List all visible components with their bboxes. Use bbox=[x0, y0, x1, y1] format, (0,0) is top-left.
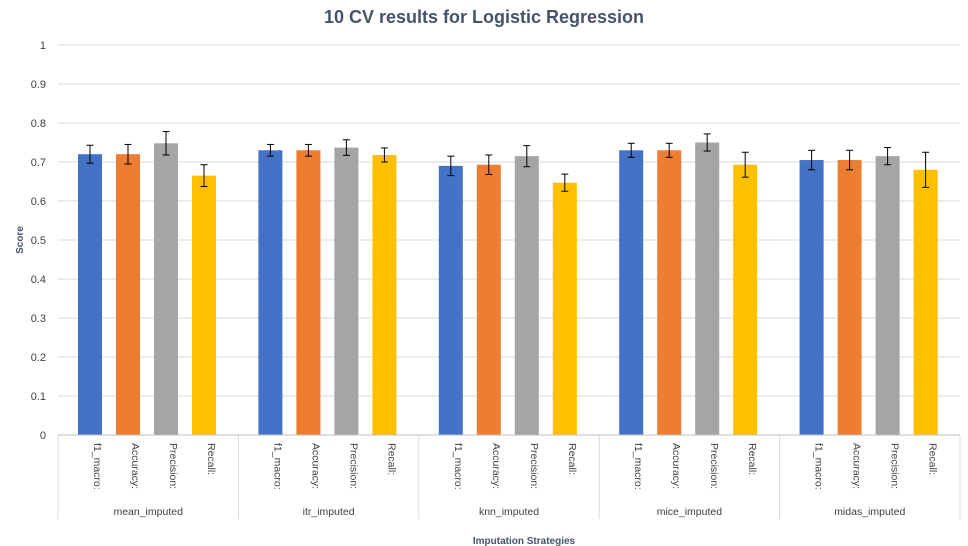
bar bbox=[192, 175, 216, 435]
y-axis-title: Score bbox=[15, 226, 26, 254]
category-label: f1_macro: bbox=[813, 443, 825, 490]
y-tick-label: 0 bbox=[40, 430, 46, 442]
bar bbox=[78, 154, 102, 435]
category-label: Accuracy: bbox=[490, 443, 502, 489]
bar bbox=[296, 150, 321, 436]
bar bbox=[875, 156, 900, 435]
group-label: mice_imputed bbox=[657, 506, 723, 518]
category-label: Precision: bbox=[167, 443, 179, 489]
chart-title: 10 CV results for Logistic Regression bbox=[324, 7, 644, 27]
y-tick-label: 0.8 bbox=[31, 118, 46, 130]
group-label: midas_imputed bbox=[834, 506, 905, 518]
category-label: f1_macro: bbox=[632, 443, 644, 490]
bar bbox=[657, 150, 682, 436]
category-label: f1_macro: bbox=[452, 443, 464, 490]
y-tick-label: 0.6 bbox=[31, 196, 46, 208]
y-tick-label: 0.7 bbox=[31, 157, 46, 169]
bar bbox=[913, 169, 938, 436]
bar bbox=[476, 164, 501, 436]
bar bbox=[619, 150, 644, 436]
y-tick-label: 0.3 bbox=[31, 313, 46, 325]
bar bbox=[334, 147, 359, 435]
bar bbox=[258, 150, 283, 436]
y-tick-label: 0.1 bbox=[31, 391, 46, 403]
category-label: Accuracy: bbox=[670, 443, 682, 489]
group-label: mean_imputed bbox=[113, 506, 183, 518]
bar bbox=[733, 164, 758, 436]
group-label: knn_imputed bbox=[479, 506, 539, 518]
category-label: f1_macro: bbox=[91, 443, 103, 490]
y-tick-label: 1 bbox=[40, 40, 46, 52]
y-tick-label: 0.9 bbox=[31, 79, 46, 91]
bar bbox=[695, 142, 720, 435]
category-label: Recall: bbox=[385, 443, 397, 475]
bar bbox=[372, 154, 397, 436]
bar bbox=[514, 156, 539, 435]
bar bbox=[552, 182, 577, 435]
category-label: Accuracy: bbox=[851, 443, 863, 489]
category-label: Precision: bbox=[528, 443, 540, 489]
category-label: Recall: bbox=[927, 443, 939, 475]
category-label: Recall: bbox=[566, 443, 578, 475]
bar bbox=[154, 143, 178, 435]
bar bbox=[438, 165, 463, 435]
plot-area: 0 0.1 0.2 0.3 0.4 0.5 0.6 0.7 0.8 0.9 1 f1_macro: Ac… bbox=[31, 40, 961, 519]
y-tick-label: 0.5 bbox=[31, 235, 46, 247]
category-label: Accuracy: bbox=[309, 443, 321, 489]
category-label: Accuracy: bbox=[129, 443, 141, 489]
bar bbox=[799, 160, 824, 436]
category-label: Precision: bbox=[889, 443, 901, 489]
bar bbox=[837, 160, 862, 436]
category-label: Recall: bbox=[205, 443, 217, 475]
x-axis-title: Imputation Strategies bbox=[473, 536, 576, 546]
y-tick-label: 0.2 bbox=[31, 352, 46, 364]
bar bbox=[116, 154, 140, 435]
category-label: Precision: bbox=[708, 443, 720, 489]
category-label: Precision: bbox=[347, 443, 359, 489]
category-label: f1_macro: bbox=[271, 443, 283, 490]
y-tick-label: 0.4 bbox=[31, 274, 46, 286]
group-label: itr_imputed bbox=[303, 506, 355, 518]
category-label: Recall: bbox=[746, 443, 758, 475]
